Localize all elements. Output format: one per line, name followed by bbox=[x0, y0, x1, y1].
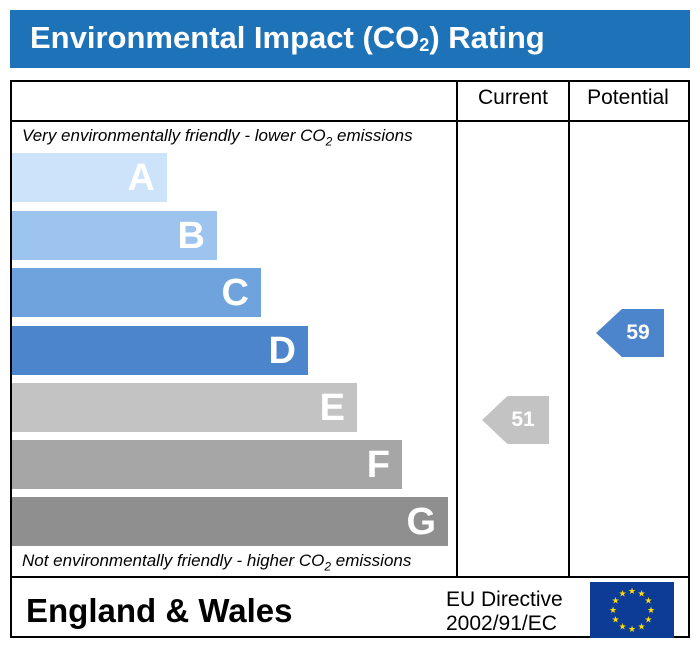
chart-title: Environmental Impact (CO2) Rating bbox=[30, 20, 545, 55]
band-d: D bbox=[12, 326, 308, 375]
band-f: F bbox=[12, 440, 402, 489]
band-g: G bbox=[12, 497, 448, 546]
potential-rating-arrow: 59 bbox=[596, 309, 664, 357]
header-divider bbox=[12, 120, 456, 122]
current-column-divider bbox=[456, 80, 458, 578]
band-letter-c: C bbox=[221, 272, 249, 314]
potential-rating-value: 59 bbox=[626, 321, 650, 344]
region-label: England & Wales bbox=[26, 592, 293, 629]
column-header-divider bbox=[456, 120, 688, 122]
footer-divider bbox=[12, 576, 688, 578]
eu-flag-star: ★ bbox=[628, 624, 636, 634]
top-caption: Very environmentally friendly - lower CO… bbox=[22, 126, 413, 149]
eu-directive-line1: EU Directive bbox=[446, 588, 563, 611]
eu-flag-star: ★ bbox=[628, 586, 636, 596]
band-letter-g: G bbox=[406, 501, 436, 543]
current-rating-value: 51 bbox=[511, 408, 535, 431]
eu-flag-star: ★ bbox=[618, 621, 626, 631]
band-a: A bbox=[12, 153, 167, 202]
eu-flag-star: ★ bbox=[644, 615, 652, 625]
eu-flag-star: ★ bbox=[637, 589, 645, 599]
band-letter-a: A bbox=[127, 157, 155, 199]
eu-flag-star: ★ bbox=[647, 605, 655, 615]
band-letter-e: E bbox=[319, 387, 345, 429]
eu-flag-star: ★ bbox=[612, 615, 620, 625]
eu-directive: EU Directive 2002/91/EC bbox=[446, 588, 563, 636]
band-letter-b: B bbox=[177, 215, 205, 257]
eu-flag-star: ★ bbox=[618, 589, 626, 599]
eu-flag-star: ★ bbox=[644, 596, 652, 606]
title-bar: Environmental Impact (CO2) Rating bbox=[10, 10, 690, 68]
band-letter-d: D bbox=[268, 330, 296, 372]
current-column-header: Current bbox=[477, 86, 549, 109]
potential-column-header: Potential bbox=[587, 86, 669, 109]
rating-frame bbox=[10, 80, 690, 638]
band-c: C bbox=[12, 268, 261, 317]
current-rating-arrow: 51 bbox=[482, 396, 549, 444]
eu-flag-star: ★ bbox=[612, 596, 620, 606]
band-b: B bbox=[12, 211, 217, 260]
eu-flag-star: ★ bbox=[637, 621, 645, 631]
eu-directive-line2: 2002/91/EC bbox=[446, 612, 557, 635]
eu-flag-star: ★ bbox=[609, 605, 617, 615]
eu-flag-icon: ★ ★ ★ ★ ★ ★ ★ ★ ★ ★ ★ ★ bbox=[590, 582, 674, 638]
band-letter-f: F bbox=[366, 444, 390, 486]
potential-column-divider bbox=[568, 80, 570, 578]
bottom-caption: Not environmentally friendly - higher CO… bbox=[22, 551, 412, 574]
band-e: E bbox=[12, 383, 357, 432]
